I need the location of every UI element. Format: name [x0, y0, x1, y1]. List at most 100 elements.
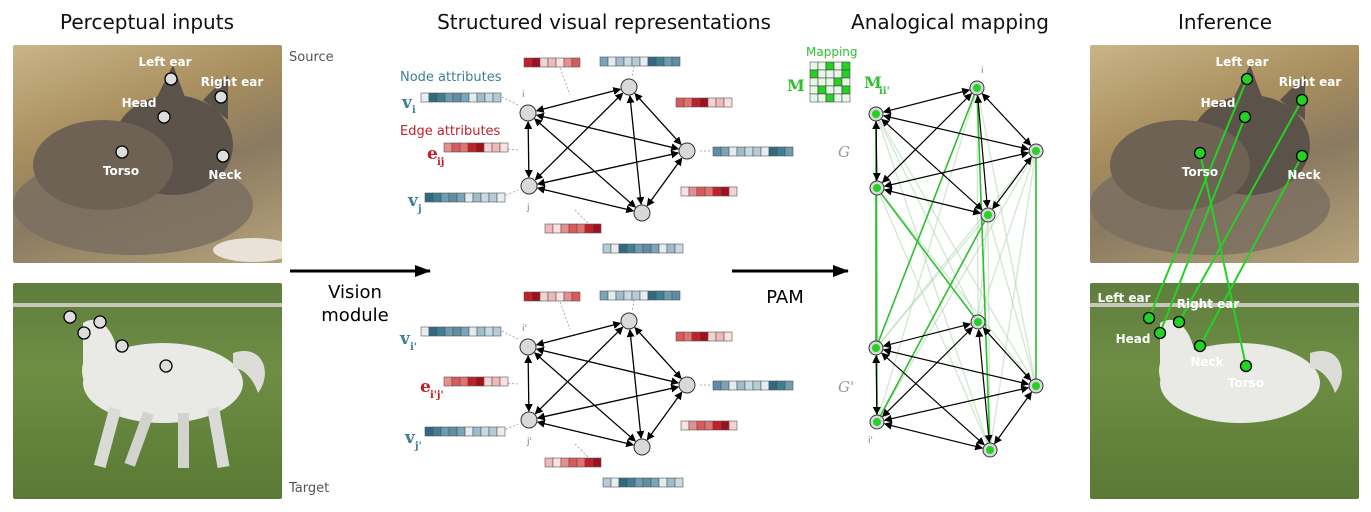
node-attribute-bar-cell: [674, 243, 684, 254]
inference-target-label-torso: Torso: [1228, 376, 1264, 390]
node-attribute-bar-cell: [671, 290, 681, 301]
node-attribute-bar: [712, 146, 794, 157]
source-keypoint-torso: [115, 145, 129, 159]
heading-inference: Inference: [1178, 10, 1272, 34]
edge-attribute-bar-cell: [723, 331, 733, 342]
heading-analogical-mapping: Analogical mapping: [851, 10, 1049, 34]
mapping-node-label-ip: i': [868, 436, 873, 446]
inference-source-keypoint-left-ear: [1240, 72, 1254, 86]
inference-target-keypoint-head: [1153, 326, 1167, 340]
leader: [559, 67, 571, 96]
symbol-v-ip-sub: i': [410, 342, 417, 353]
leader: [631, 295, 636, 312]
edge-attribute-bar: [680, 420, 738, 431]
mapping-graph-edge: [992, 156, 1032, 210]
leader: [631, 61, 636, 78]
mapping-node-inner-2: [1032, 147, 1040, 155]
graph-node-label-i: i': [522, 324, 527, 334]
vision-label-line1: Vision: [328, 282, 382, 303]
symbol-e-ipjp-sub: i'j': [430, 390, 444, 401]
edge-attributes-label: Edge attributes: [400, 124, 501, 139]
mapping-node-inner-8: [873, 418, 881, 426]
source-label: Source: [289, 50, 334, 65]
graph-node-c: [678, 142, 696, 160]
graph-node-a: [519, 104, 537, 122]
mapping-node-label-i: i: [981, 66, 984, 76]
correspondence-head: [1159, 116, 1246, 334]
target-graph: i' j': [420, 290, 794, 488]
inference-source-label-right-ear: Right ear: [1279, 75, 1342, 89]
symbol-e-ij-sub: ij: [437, 157, 444, 168]
source-cat-photo: [13, 45, 282, 263]
graph-G-label: G: [838, 143, 850, 161]
source-keypoint-label-head: Head: [122, 96, 157, 110]
target-keypoint-2: [77, 326, 91, 340]
node-attribute-bar: [712, 380, 794, 391]
source-keypoint-head: [157, 110, 171, 124]
graph-node-c: [678, 376, 696, 394]
inference-target-label-head: Head: [1116, 332, 1151, 346]
source-keypoint-label-torso: Torso: [103, 164, 139, 178]
node-attributes-label: Node attributes: [400, 70, 502, 85]
source-keypoints: Left ear Right ear Head Torso Neck: [103, 55, 263, 182]
node-attribute-bar: [602, 477, 684, 488]
leader: [501, 423, 519, 432]
edge-attribute-bar: [680, 186, 738, 197]
edge-attribute-bar-cell: [723, 97, 733, 108]
target-keypoint-0: [63, 310, 77, 324]
inference-target-keypoint-left-ear: [1142, 311, 1156, 325]
source-keypoint-label-left-ear: Left ear: [138, 55, 191, 69]
symbol-v-j-sub: j: [417, 204, 422, 215]
mapping-graph: i i': [868, 66, 1044, 458]
mapping-node-inner-7: [1032, 382, 1040, 390]
graph-edge: [646, 391, 683, 441]
target-keypoint-1: [93, 315, 107, 329]
mapping-graph-edge: [872, 354, 881, 416]
symbol-v-j: v: [407, 191, 419, 211]
inference-source-label-left-ear: Left ear: [1215, 55, 1268, 69]
edge-attribute-bar-cell: [499, 142, 509, 153]
mapping-graph-edge: [872, 120, 881, 182]
node-attribute-bar: [602, 243, 684, 254]
symbol-v-jp: v: [404, 428, 416, 448]
inference-horse-photo: [1090, 283, 1359, 499]
mapping-matrix: [809, 61, 851, 103]
source-keypoint-label-neck: Neck: [208, 168, 242, 182]
inference-target-label-neck: Neck: [1190, 355, 1224, 369]
edge-attribute-bar-cell: [728, 186, 738, 197]
graph-edge: [536, 419, 635, 448]
correspondence-torso: [1199, 152, 1247, 367]
inference-target-label-left-ear: Left ear: [1097, 291, 1150, 305]
edge-attribute-bar: [675, 97, 733, 108]
mapping-node-inner-3: [873, 184, 881, 192]
edge-attribute-bar: [544, 223, 602, 234]
edge-attribute-bar: [443, 376, 509, 387]
inference-keypoints-overlay: Left ear Right ear Head Torso Neck Left ear Ri…: [1097, 55, 1341, 390]
graph-node-b: [620, 312, 638, 330]
node-attribute-bar-cell: [674, 477, 684, 488]
graph-Gp-label: G': [838, 378, 854, 396]
horse-illustration: [13, 303, 282, 469]
inference-target-keypoint-torso: [1239, 359, 1253, 373]
pam-label: PAM: [766, 287, 804, 308]
node-attribute-bar: [420, 326, 502, 337]
graph-node-d: [520, 177, 538, 195]
node-attribute-bar-cell: [492, 92, 502, 103]
mapping-node-inner-5: [974, 318, 982, 326]
graph-edge: [524, 354, 533, 413]
source-keypoint-label-right-ear: Right ear: [201, 75, 264, 89]
mapping-graph-edge: [883, 187, 982, 216]
graph-node-d: [520, 411, 538, 429]
correspondence-neck: [1199, 155, 1303, 347]
mapping-node-inner-1: [872, 110, 880, 118]
node-attribute-bar: [424, 426, 506, 437]
leader: [501, 96, 519, 106]
leader: [574, 209, 591, 226]
edge-attribute-bar-cell: [499, 376, 509, 387]
edge-attribute-bar: [523, 57, 581, 68]
edge-attribute-bar: [443, 142, 509, 153]
target-keypoint-3: [115, 339, 129, 353]
edge-attribute-bar-cell: [571, 57, 581, 68]
symbol-M-ii: M: [864, 73, 882, 92]
